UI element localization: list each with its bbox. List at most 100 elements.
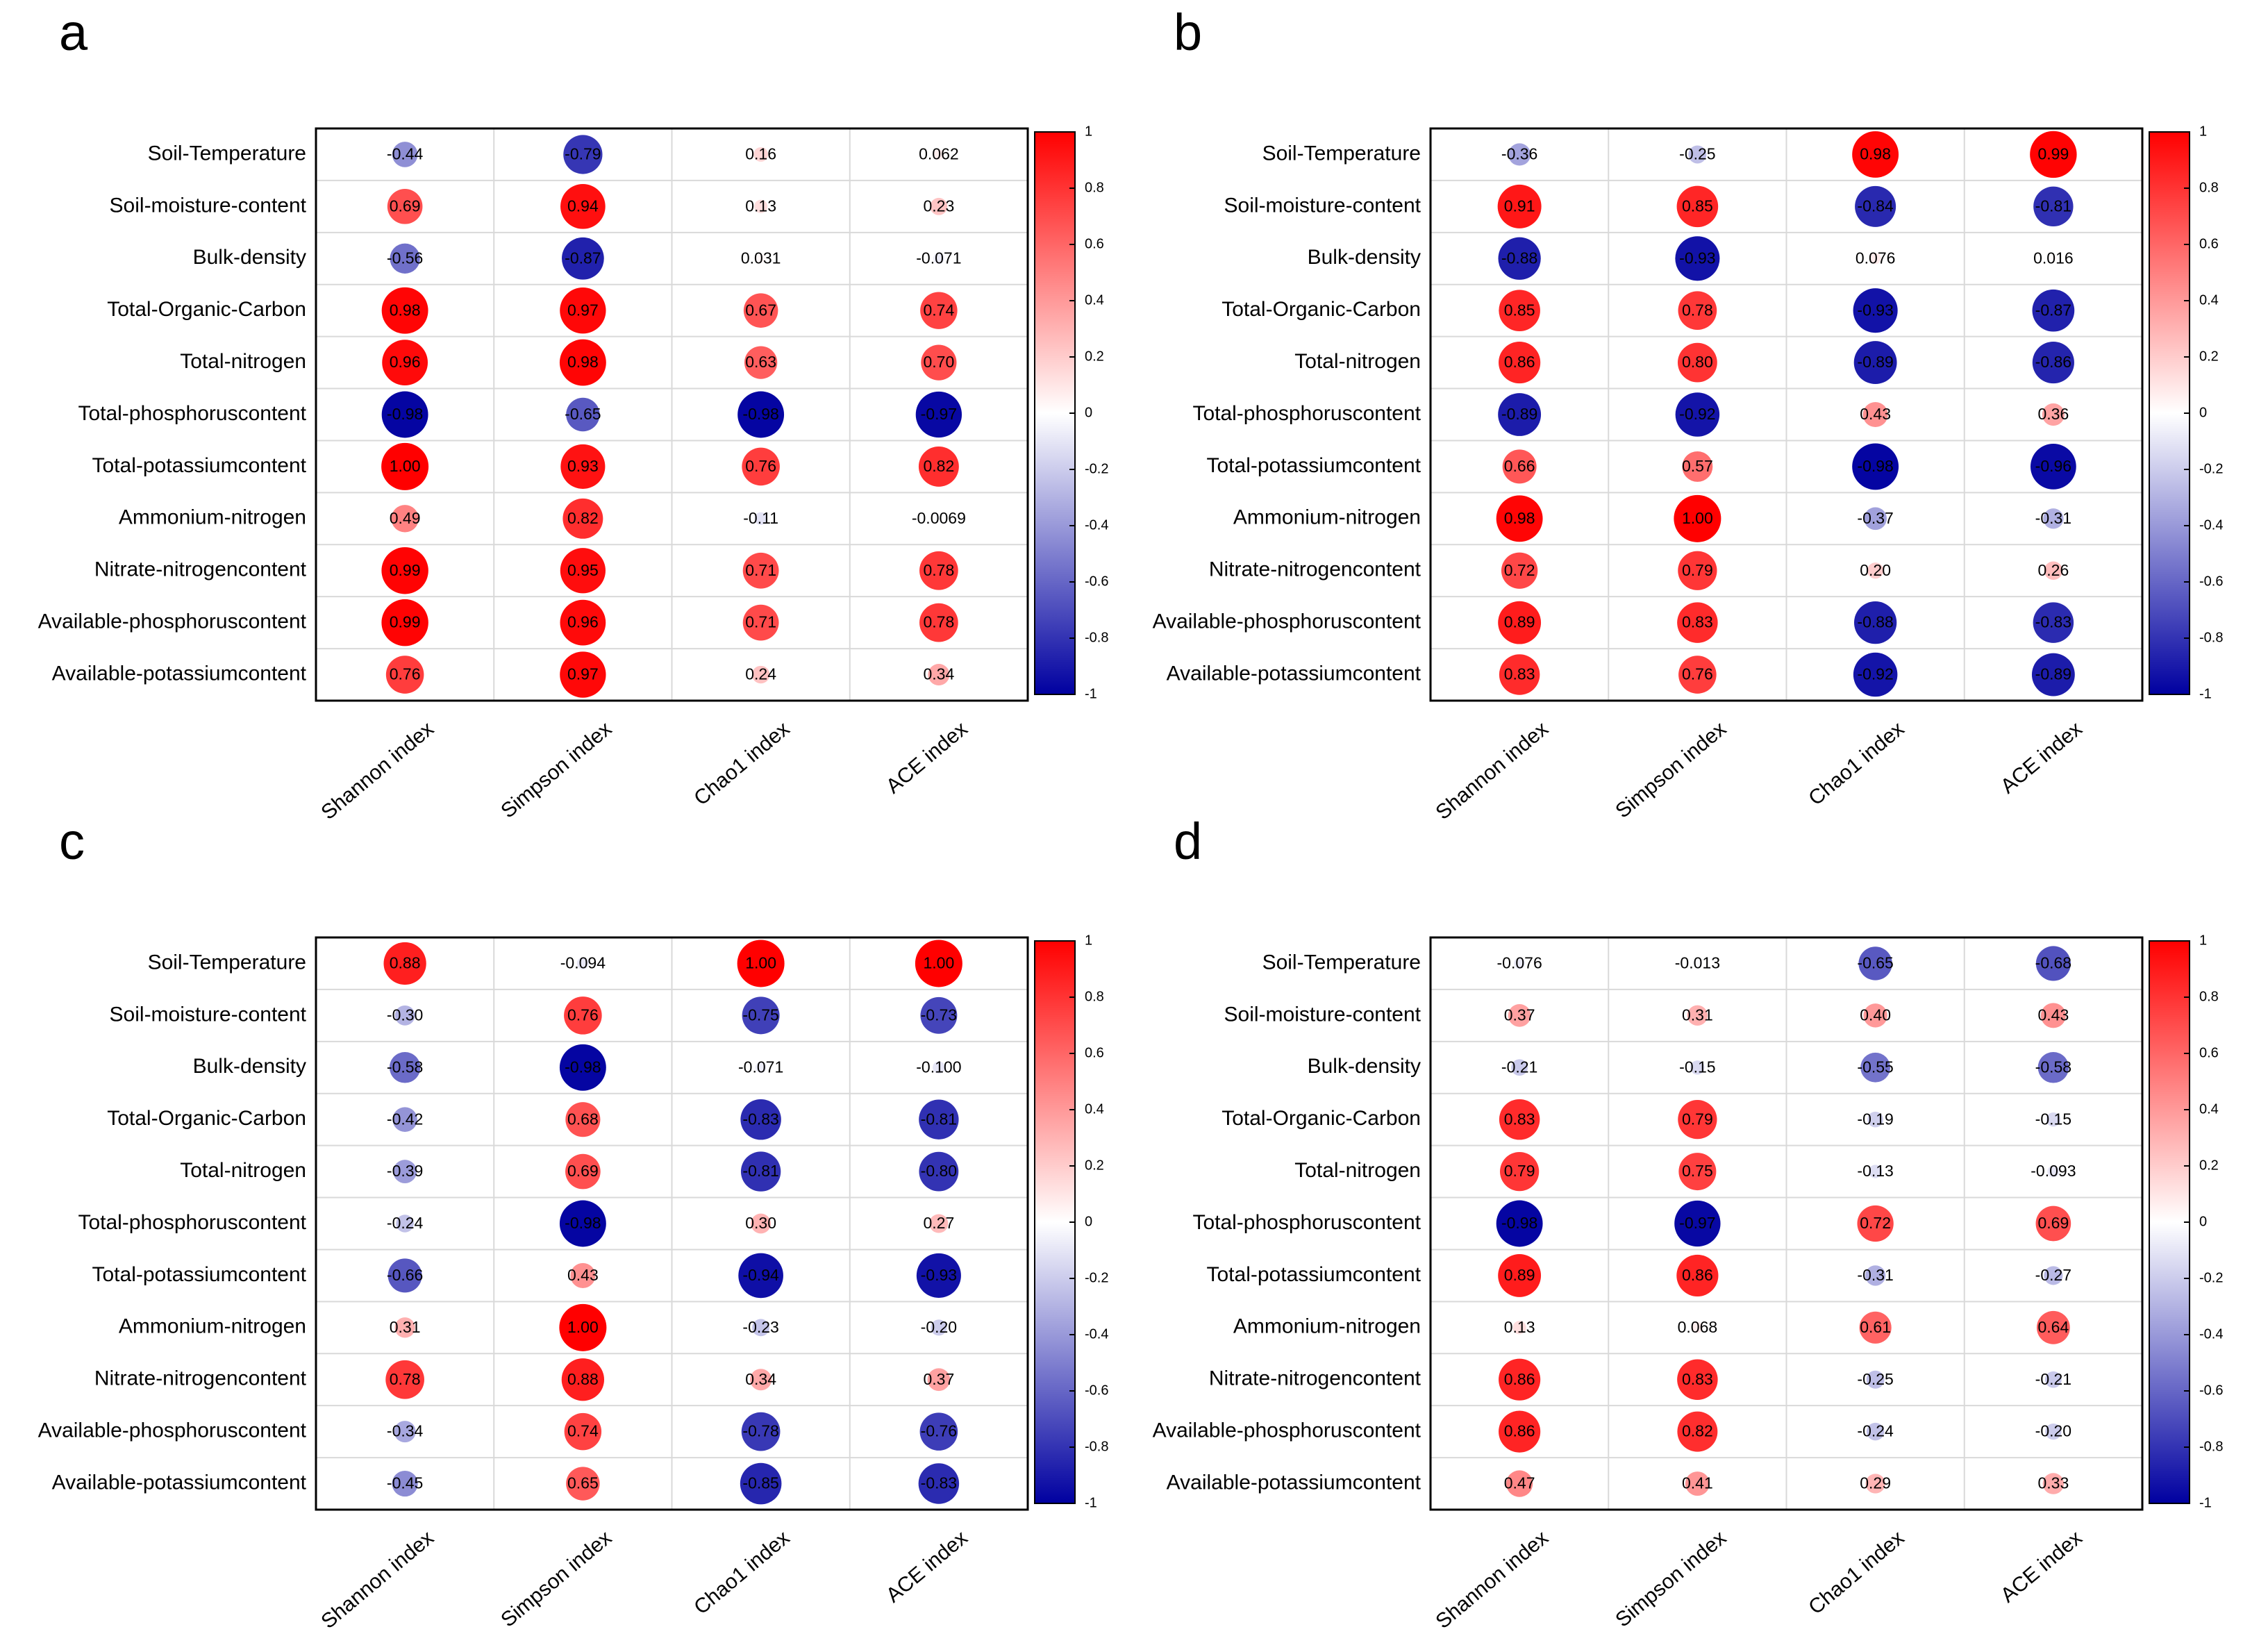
correlation-value-label: -0.83 bbox=[921, 1474, 957, 1492]
correlation-circle bbox=[921, 344, 957, 381]
correlation-value-label: -0.15 bbox=[1679, 1058, 1715, 1076]
correlation-circle bbox=[928, 664, 950, 686]
correlation-value-label: 0.78 bbox=[923, 613, 954, 631]
correlation-circle bbox=[381, 442, 429, 490]
correlation-value-label: 0.83 bbox=[1682, 613, 1713, 631]
correlation-value-label: -0.84 bbox=[1857, 197, 1894, 215]
row-label: Total-potassiumcontent bbox=[1207, 1263, 1421, 1286]
correlation-value-label: -0.55 bbox=[1857, 1058, 1893, 1076]
correlation-circle bbox=[565, 1153, 601, 1190]
correlation-circle bbox=[2045, 1424, 2062, 1440]
correlation-value-label: -0.25 bbox=[1857, 1370, 1893, 1388]
correlation-circle bbox=[1498, 601, 1542, 644]
correlation-circle bbox=[918, 446, 959, 487]
correlation-circle bbox=[915, 940, 962, 987]
correlation-circle bbox=[740, 1099, 781, 1140]
correlation-circle bbox=[743, 293, 778, 328]
correlation-circle bbox=[1496, 1200, 1543, 1247]
colorbar-tick-label: 0.2 bbox=[2199, 1158, 2219, 1173]
colorbar-tick-label: 0.2 bbox=[2199, 349, 2219, 364]
correlation-circle bbox=[1497, 184, 1542, 228]
column-label: ACE index bbox=[1996, 717, 2087, 798]
row-label: Ammonium-nitrogen bbox=[1233, 1315, 1421, 1338]
correlation-value-label: 0.85 bbox=[1504, 301, 1535, 319]
correlation-value-label: 0.76 bbox=[390, 665, 421, 683]
correlation-circle bbox=[1852, 131, 1899, 178]
colorbar-tick-label: -0.4 bbox=[1085, 517, 1108, 533]
correlation-circle bbox=[2035, 1205, 2071, 1242]
correlation-value-label: -0.96 bbox=[2035, 457, 2071, 475]
correlation-circle bbox=[2033, 602, 2074, 643]
correlation-circle bbox=[1855, 185, 1896, 227]
correlation-value-label: -0.97 bbox=[921, 405, 957, 423]
correlation-circle bbox=[931, 1319, 947, 1336]
correlation-circle bbox=[753, 147, 769, 162]
correlation-value-label: -0.98 bbox=[565, 1058, 601, 1076]
correlation-value-label: 0.96 bbox=[567, 613, 599, 631]
correlation-value-label: 0.83 bbox=[1682, 1370, 1713, 1388]
colorbar-tick-label: -0.8 bbox=[1085, 1439, 1108, 1454]
panel-letter: b bbox=[1174, 3, 1202, 61]
correlation-value-label: 0.34 bbox=[745, 1370, 776, 1388]
correlation-circle bbox=[566, 1467, 600, 1501]
row-label: Soil-Temperature bbox=[1262, 951, 1421, 974]
colorbar-tick-label: 0.8 bbox=[1085, 989, 1104, 1004]
row-label: Total-nitrogen bbox=[180, 350, 306, 373]
colorbar-tick-label: -0.8 bbox=[2199, 1439, 2223, 1454]
correlation-circle bbox=[1859, 1311, 1892, 1344]
column-label: Simpson index bbox=[1611, 717, 1731, 823]
correlation-value-label: -0.25 bbox=[1679, 145, 1715, 163]
row-label: Soil-moisture-content bbox=[1224, 194, 1421, 217]
correlation-value-label: 0.47 bbox=[1504, 1474, 1535, 1492]
correlation-value-label: 1.00 bbox=[390, 457, 421, 475]
correlation-value-label: 1.00 bbox=[567, 1318, 599, 1336]
correlation-circle bbox=[742, 996, 780, 1035]
correlation-value-label: -0.0069 bbox=[912, 509, 966, 527]
correlation-value-label: -0.89 bbox=[1501, 405, 1537, 423]
correlation-circle bbox=[1685, 1471, 1710, 1496]
colorbar bbox=[1034, 131, 1076, 695]
row-label: Bulk-density bbox=[1308, 246, 1421, 269]
correlation-value-label: -0.79 bbox=[565, 145, 601, 163]
correlation-value-label: 0.80 bbox=[1682, 353, 1713, 371]
correlation-circle bbox=[1498, 393, 1542, 436]
correlation-value-label: 0.16 bbox=[745, 145, 776, 163]
correlation-circle bbox=[1682, 451, 1713, 482]
correlation-circle bbox=[1858, 946, 1892, 981]
correlation-circle bbox=[394, 1421, 416, 1443]
correlation-circle bbox=[1499, 1358, 1541, 1401]
correlation-circle bbox=[1864, 507, 1887, 531]
correlation-circle bbox=[1866, 1422, 1885, 1441]
colorbar-tick-label: 0 bbox=[1085, 405, 1092, 420]
correlation-value-label: 0.23 bbox=[923, 197, 954, 215]
correlation-value-label: -0.19 bbox=[1857, 1110, 1893, 1128]
correlation-value-label: -0.76 bbox=[921, 1422, 957, 1440]
correlation-circle bbox=[1499, 654, 1540, 695]
correlation-circle bbox=[752, 1319, 770, 1337]
correlation-circle bbox=[2044, 561, 2063, 581]
colorbar-tick-label: -0.8 bbox=[2199, 630, 2223, 645]
column-label: ACE index bbox=[882, 717, 972, 798]
row-label: Ammonium-nitrogen bbox=[119, 1315, 306, 1338]
colorbar-tick-label: -0.6 bbox=[1085, 574, 1108, 589]
correlation-circle bbox=[392, 142, 418, 167]
colorbar-tick-label: 0 bbox=[2199, 405, 2207, 420]
correlation-circle bbox=[381, 391, 428, 438]
row-label: Soil-Temperature bbox=[148, 142, 306, 165]
row-label: Soil-Temperature bbox=[1262, 142, 1421, 165]
row-label: Total-potassiumcontent bbox=[92, 454, 307, 477]
row-label: Soil-moisture-content bbox=[1224, 1003, 1421, 1026]
colorbar-tick-label: -1 bbox=[1085, 1495, 1097, 1510]
correlation-value-label: 0.97 bbox=[567, 301, 599, 319]
colorbar-tick-label: -1 bbox=[2199, 686, 2212, 701]
correlation-circle bbox=[562, 498, 603, 539]
correlation-value-label: 0.64 bbox=[2037, 1318, 2069, 1336]
correlation-value-label: -0.89 bbox=[2035, 665, 2071, 683]
correlation-value-label: 0.29 bbox=[1860, 1474, 1891, 1492]
colorbar-tick-label: 1 bbox=[1085, 124, 1092, 139]
correlation-circle bbox=[1862, 401, 1888, 428]
correlation-value-label: 0.76 bbox=[1682, 665, 1713, 683]
correlation-circle bbox=[1693, 959, 1702, 968]
correlation-value-label: -0.98 bbox=[1501, 1214, 1537, 1232]
